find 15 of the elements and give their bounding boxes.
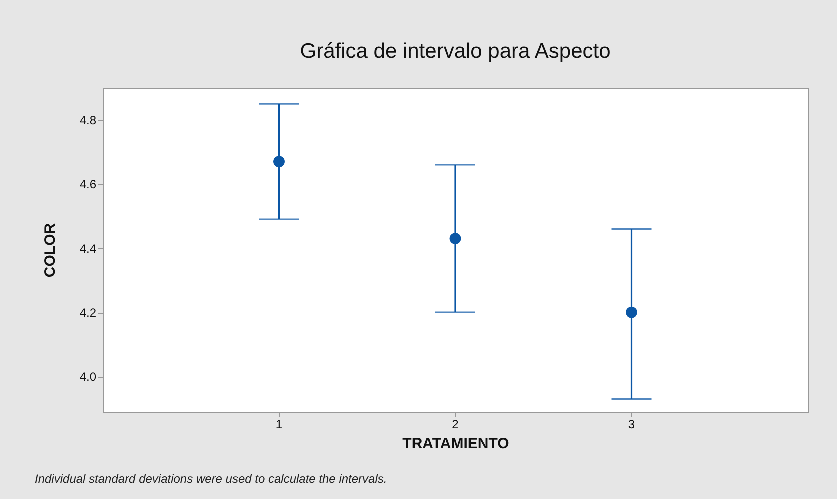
point <box>274 156 285 168</box>
chart-title: Gráfica de intervalo para Aspecto <box>300 40 611 63</box>
y-tick-label: 4.4 <box>80 242 97 256</box>
y-tick-label: 4.6 <box>80 178 97 192</box>
x-axis-title: TRATAMIENTO <box>402 436 510 452</box>
point <box>626 306 638 318</box>
y-axis-title: COLOR <box>42 223 59 278</box>
point <box>450 233 462 244</box>
text: Individual standard deviations were used to calculate the intervals. <box>35 472 388 486</box>
x-tick-label: 2 <box>452 418 460 432</box>
y-tick-label: 4.8 <box>80 114 97 128</box>
x-tick-label: 3 <box>628 418 636 432</box>
y-tick-label: 4.0 <box>80 370 97 384</box>
x-tick-label: 1 <box>276 418 283 432</box>
y-tick-label: 4.2 <box>80 306 97 320</box>
